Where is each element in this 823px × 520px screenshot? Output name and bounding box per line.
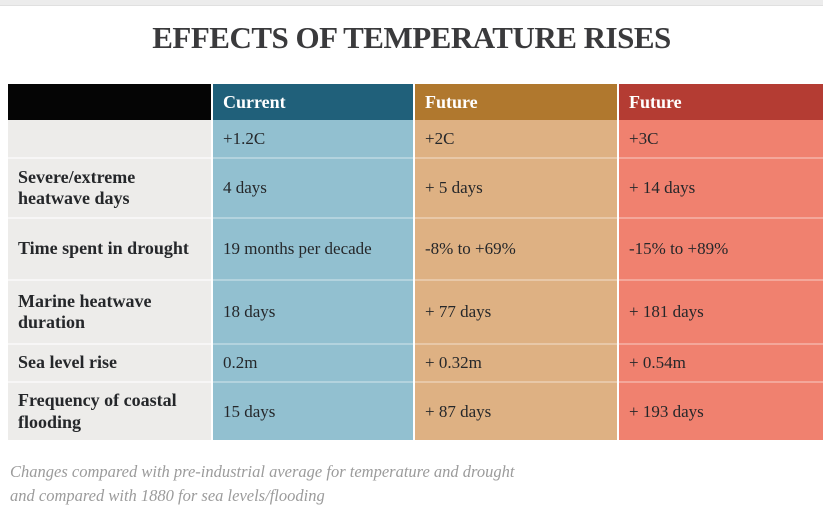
cell-sealevel-future-2c: + 0.32m — [415, 343, 617, 381]
row-label-drought: Time spent in drought — [8, 217, 211, 279]
cell-flooding-future-2c: + 87 days — [415, 381, 617, 440]
scenario-cell-future-2c: +2C — [415, 120, 617, 157]
header-cell-blank — [8, 84, 211, 120]
scenario-cell-current: +1.2C — [213, 120, 413, 157]
temperature-effects-table: Current Future Future +1.2C +2C +3C Seve… — [8, 84, 823, 440]
cell-flooding-future-3c: + 193 days — [619, 381, 823, 440]
top-divider — [0, 0, 823, 6]
cell-drought-future-2c: -8% to +69% — [415, 217, 617, 279]
page-title: EFFECTS OF TEMPERATURE RISES — [152, 20, 671, 55]
footnote-line-1: Changes compared with pre-industrial ave… — [10, 462, 515, 481]
cell-sealevel-current: 0.2m — [213, 343, 413, 381]
footnote-line-2: and compared with 1880 for sea levels/fl… — [10, 486, 325, 505]
scenario-cell-blank — [8, 120, 211, 157]
cell-heatwave-future-3c: + 14 days — [619, 157, 823, 217]
header-cell-current: Current — [213, 84, 413, 120]
cell-heatwave-future-2c: + 5 days — [415, 157, 617, 217]
header-cell-future-3c: Future — [619, 84, 823, 120]
cell-marine-future-3c: + 181 days — [619, 279, 823, 343]
row-label-heatwave-days: Severe/extreme heatwave days — [8, 157, 211, 217]
row-label-coastal-flooding: Frequency of coastal flooding — [8, 381, 211, 440]
cell-sealevel-future-3c: + 0.54m — [619, 343, 823, 381]
cell-marine-future-2c: + 77 days — [415, 279, 617, 343]
scenario-cell-future-3c: +3C — [619, 120, 823, 157]
cell-flooding-current: 15 days — [213, 381, 413, 440]
cell-heatwave-current: 4 days — [213, 157, 413, 217]
row-label-sea-level: Sea level rise — [8, 343, 211, 381]
row-label-marine-heatwave: Marine heatwave duration — [8, 279, 211, 343]
cell-drought-current: 19 months per decade — [213, 217, 413, 279]
header-cell-future-2c: Future — [415, 84, 617, 120]
cell-marine-current: 18 days — [213, 279, 413, 343]
cell-drought-future-3c: -15% to +89% — [619, 217, 823, 279]
